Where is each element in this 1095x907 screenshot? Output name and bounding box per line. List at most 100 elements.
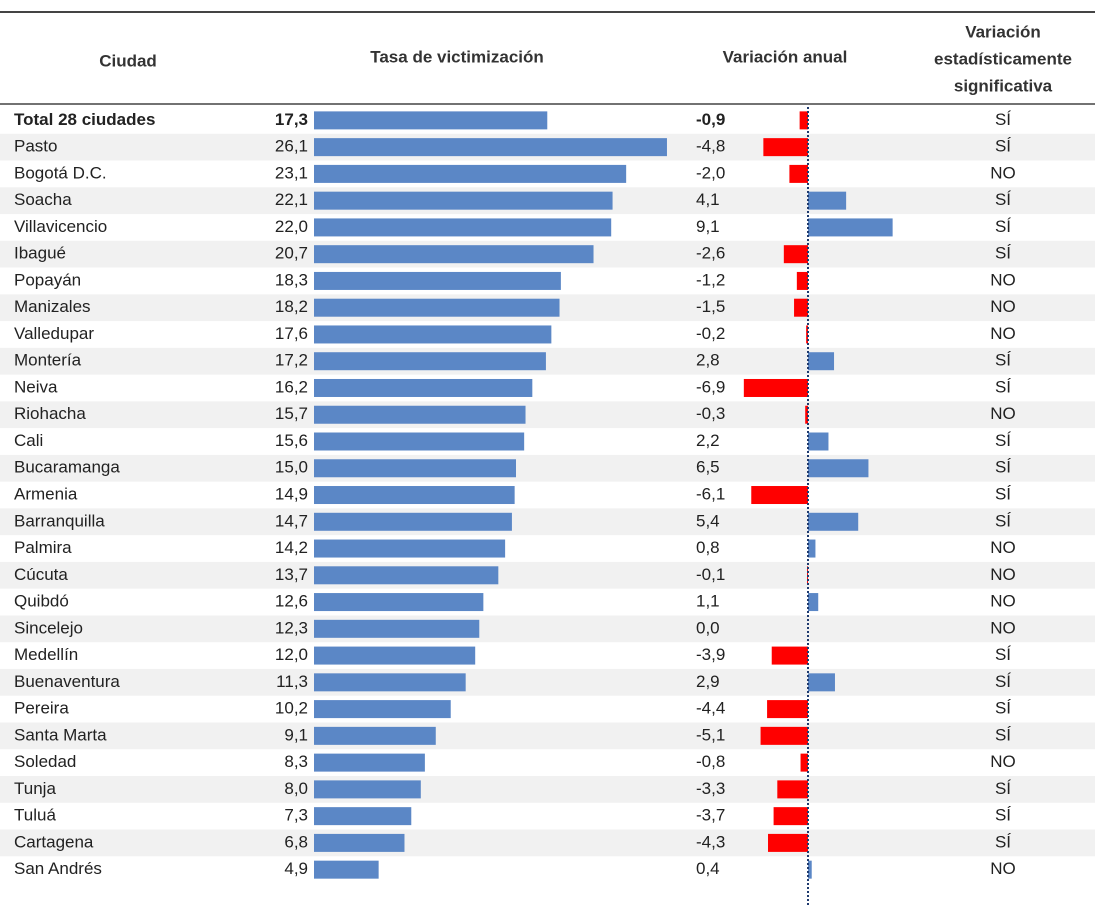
change-label: -4,8 <box>696 137 725 156</box>
header-change: Variación anual <box>723 47 848 66</box>
city: Bogotá D.C. <box>14 163 107 182</box>
significant: SÍ <box>995 485 1011 504</box>
rate-bar <box>314 833 405 852</box>
significant: NO <box>990 538 1016 557</box>
city: Bucaramanga <box>14 458 120 477</box>
city: Cali <box>14 431 43 450</box>
rate-bar <box>314 352 546 371</box>
rate-label: 22,1 <box>275 190 308 209</box>
change-label: -6,1 <box>696 485 725 504</box>
rate-bar <box>314 432 525 451</box>
change-bar <box>808 539 816 558</box>
significant: SÍ <box>995 190 1011 209</box>
rate-label: 17,3 <box>275 110 308 129</box>
row-band <box>0 508 1095 536</box>
city: Pasto <box>14 137 57 156</box>
change-label: -1,5 <box>696 297 725 316</box>
row-band <box>0 722 1095 750</box>
rate-label: 7,3 <box>284 806 308 825</box>
significant: NO <box>990 270 1016 289</box>
rate-bar <box>314 619 480 638</box>
significant: SÍ <box>995 511 1011 530</box>
rate-label: 17,6 <box>275 324 308 343</box>
rate-label: 8,3 <box>284 752 308 771</box>
row-band <box>0 776 1095 803</box>
rate-label: 6,8 <box>284 832 308 851</box>
change-label: -2,6 <box>696 244 725 263</box>
change-label: -0,1 <box>696 565 725 584</box>
change-label: 9,1 <box>696 217 720 236</box>
change-label: -4,3 <box>696 832 725 851</box>
change-bar <box>799 111 808 130</box>
rate-bar <box>314 245 594 264</box>
change-bar <box>789 164 808 183</box>
change-label: -0,2 <box>696 324 725 343</box>
rate-label: 14,7 <box>275 511 308 530</box>
rate-bar <box>314 566 499 585</box>
row-band <box>0 829 1095 857</box>
significant: SÍ <box>995 137 1011 156</box>
significant: NO <box>990 163 1016 182</box>
row-band <box>0 561 1095 589</box>
header-significant: significativa <box>954 76 1053 95</box>
change-bar <box>743 378 808 397</box>
change-label: -1,2 <box>696 270 725 289</box>
change-bar <box>808 860 812 879</box>
change-label: 2,8 <box>696 351 720 370</box>
significant: SÍ <box>995 377 1011 396</box>
rate-bar <box>314 780 421 799</box>
rate-label: 17,2 <box>275 351 308 370</box>
city: Valledupar <box>14 324 94 343</box>
significant: SÍ <box>995 645 1011 664</box>
change-label: 0,0 <box>696 618 720 637</box>
rate-label: 16,2 <box>275 377 308 396</box>
rate-label: 11,3 <box>276 672 308 691</box>
change-bar <box>783 245 808 264</box>
header-significant: estadísticamente <box>934 49 1072 68</box>
rate-bar <box>314 486 515 505</box>
rate-label: 23,1 <box>275 163 308 182</box>
city: Manizales <box>14 297 91 316</box>
city: Tuluá <box>14 806 56 825</box>
change-bar <box>806 325 808 344</box>
rate-label: 8,0 <box>284 779 308 798</box>
rate-bar <box>314 807 412 826</box>
significant: SÍ <box>995 725 1011 744</box>
significant: NO <box>990 324 1016 343</box>
rate-label: 12,0 <box>275 645 308 664</box>
rate-bar <box>314 271 561 290</box>
header-city: Ciudad <box>99 51 157 70</box>
rate-bar <box>314 138 667 157</box>
change-bar <box>808 432 829 451</box>
city: Ibagué <box>14 244 66 263</box>
rate-label: 14,2 <box>275 538 308 557</box>
change-label: -4,4 <box>696 699 725 718</box>
significant: SÍ <box>995 699 1011 718</box>
city: Buenaventura <box>14 672 120 691</box>
rate-label: 4,9 <box>284 859 308 878</box>
city: Popayán <box>14 270 81 289</box>
change-bar <box>767 700 808 719</box>
row-band <box>0 401 1095 429</box>
change-bar <box>773 807 808 826</box>
change-bar <box>763 138 808 157</box>
rate-label: 12,3 <box>275 618 308 637</box>
rate-label: 20,7 <box>275 244 308 263</box>
rate-label: 14,9 <box>275 485 308 504</box>
change-label: 5,4 <box>696 511 720 530</box>
change-bar <box>808 191 847 210</box>
significant: SÍ <box>995 832 1011 851</box>
city: Santa Marta <box>14 725 107 744</box>
significant: NO <box>990 752 1016 771</box>
rate-bar <box>314 726 436 745</box>
rate-label: 9,1 <box>284 725 308 744</box>
rate-label: 15,0 <box>275 458 308 477</box>
city: Cúcuta <box>14 565 68 584</box>
change-bar <box>808 459 869 478</box>
rate-bar <box>314 298 560 317</box>
rate-label: 22,0 <box>275 217 308 236</box>
change-bar <box>808 593 819 612</box>
city: Soacha <box>14 190 72 209</box>
rate-bar <box>314 593 484 612</box>
